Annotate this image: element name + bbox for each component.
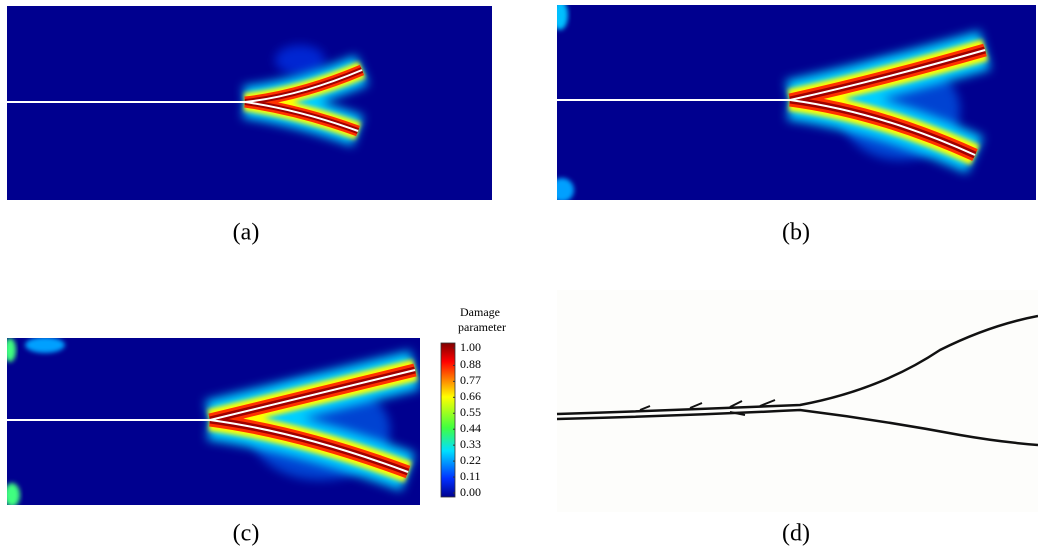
colorbar-tick-label: 0.88 xyxy=(460,357,481,371)
panel-a xyxy=(7,6,492,200)
colorbar-title: Damage xyxy=(460,305,500,319)
panel-b xyxy=(557,5,1036,200)
colorbar-tick-label: 0.11 xyxy=(460,469,481,483)
colorbar-title: parameter xyxy=(458,320,506,334)
colorbar-tick-label: 0.33 xyxy=(460,437,481,451)
colorbar-tick-label: 0.55 xyxy=(460,405,481,419)
colorbar-tick-label: 1.00 xyxy=(460,340,481,354)
panel-label: (a) xyxy=(233,220,260,246)
panel-label: (c) xyxy=(233,521,260,547)
panel-label: (b) xyxy=(782,220,810,246)
colorbar-tick-label: 0.00 xyxy=(460,485,481,499)
panel-c xyxy=(7,338,420,505)
colorbar-tick-label: 0.77 xyxy=(460,373,481,387)
colorbar-tick-label: 0.44 xyxy=(460,421,481,435)
colorbar-ticks: 1.00 0.88 0.77 0.66 0.55 0.44 0.33 0.22 0.11 0.00 xyxy=(453,340,481,499)
panel-d xyxy=(556,290,1038,512)
panel-label: (d) xyxy=(782,521,810,547)
colorbar xyxy=(440,342,456,498)
colorbar-tick-label: 0.66 xyxy=(460,389,481,403)
colorbar-tick-label: 0.22 xyxy=(460,453,481,467)
